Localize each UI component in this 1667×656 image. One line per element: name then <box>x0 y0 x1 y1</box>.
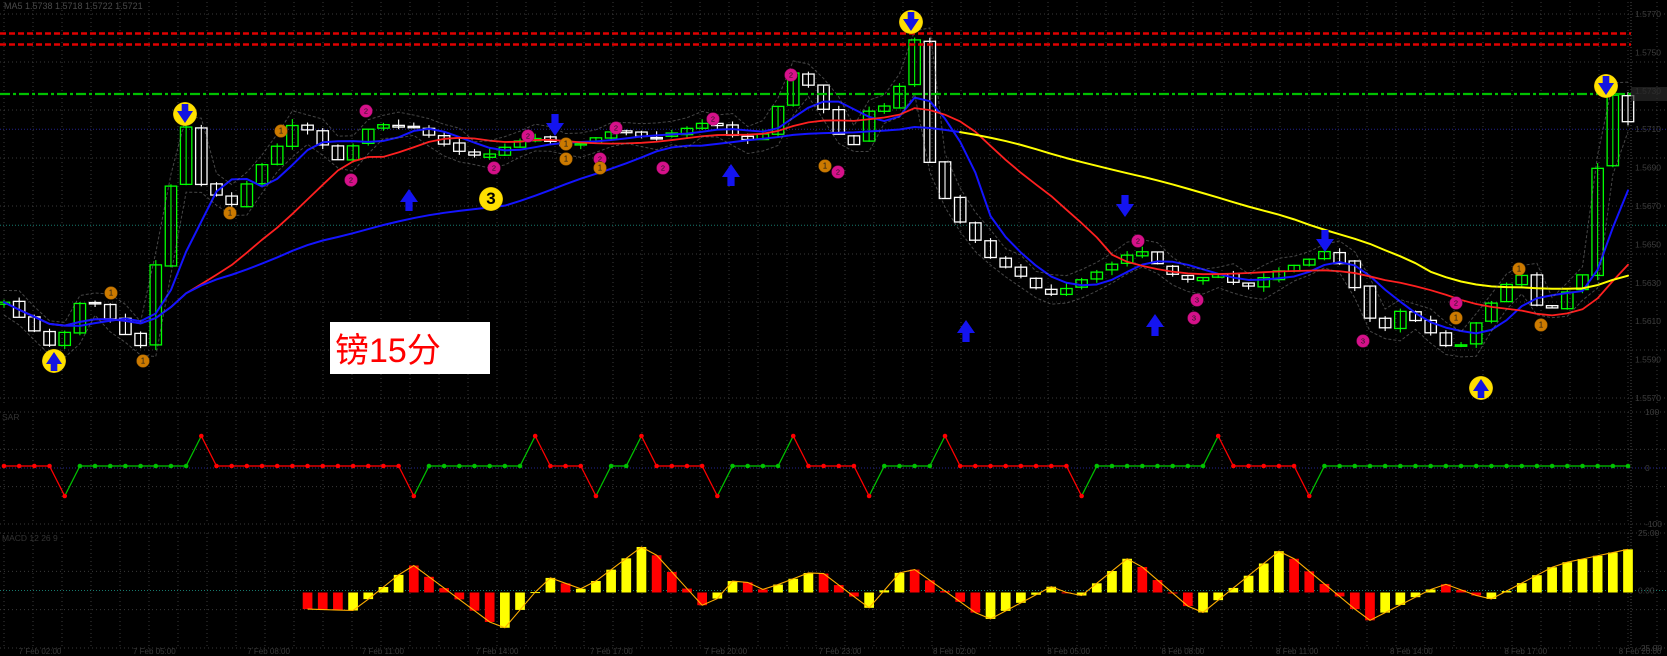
svg-text:8 Feb 11:00: 8 Feb 11:00 <box>1276 647 1319 656</box>
svg-text:8 Feb 05:00: 8 Feb 05:00 <box>1047 647 1090 656</box>
svg-text:2: 2 <box>836 168 840 177</box>
svg-text:2: 2 <box>614 124 618 133</box>
svg-text:25.00: 25.00 <box>1638 528 1660 538</box>
svg-text:1.5770: 1.5770 <box>1635 9 1661 19</box>
svg-text:2: 2 <box>1136 237 1140 246</box>
svg-text:1: 1 <box>228 209 233 218</box>
svg-text:7 Feb 08:00: 7 Feb 08:00 <box>247 647 290 656</box>
svg-text:1: 1 <box>109 289 114 298</box>
svg-text:3: 3 <box>1192 314 1196 323</box>
svg-text:7 Feb 17:00: 7 Feb 17:00 <box>590 647 633 656</box>
svg-text:1.5690: 1.5690 <box>1635 163 1661 173</box>
svg-text:1: 1 <box>564 140 569 149</box>
svg-text:1.5630: 1.5630 <box>1635 278 1661 288</box>
svg-text:0.00: 0.00 <box>1638 586 1655 596</box>
svg-text:8 Feb 17:00: 8 Feb 17:00 <box>1504 647 1547 656</box>
svg-text:8 Feb 20:00: 8 Feb 20:00 <box>1619 647 1662 656</box>
svg-text:7 Feb 20:00: 7 Feb 20:00 <box>704 647 747 656</box>
svg-text:1.5750: 1.5750 <box>1635 47 1661 57</box>
svg-text:2: 2 <box>711 115 715 124</box>
svg-text:1: 1 <box>564 155 569 164</box>
svg-text:2: 2 <box>349 176 353 185</box>
svg-text:8 Feb 02:00: 8 Feb 02:00 <box>933 647 976 656</box>
svg-text:1.5610: 1.5610 <box>1635 316 1661 326</box>
svg-text:3: 3 <box>1361 337 1365 346</box>
svg-text:2: 2 <box>492 164 496 173</box>
svg-text:100: 100 <box>1645 407 1659 417</box>
svg-text:2: 2 <box>526 132 530 141</box>
svg-text:7 Feb 11:00: 7 Feb 11:00 <box>362 647 405 656</box>
svg-text:1: 1 <box>279 127 284 136</box>
svg-text:1: 1 <box>1539 321 1544 330</box>
svg-text:2: 2 <box>364 107 368 116</box>
svg-text:MACD 12 26 9: MACD 12 26 9 <box>2 533 58 543</box>
svg-text:1: 1 <box>823 162 828 171</box>
svg-text:7 Feb 05:00: 7 Feb 05:00 <box>133 647 176 656</box>
svg-text:MA5 1.5738 1.5718 1.5722 1.572: MA5 1.5738 1.5718 1.5722 1.5721 <box>4 1 143 11</box>
svg-text:1.5590: 1.5590 <box>1635 355 1661 365</box>
svg-text:SAR: SAR <box>2 412 19 422</box>
svg-text:8 Feb 14:00: 8 Feb 14:00 <box>1390 647 1433 656</box>
svg-text:2: 2 <box>1454 299 1458 308</box>
svg-text:1.5670: 1.5670 <box>1635 201 1661 211</box>
svg-text:3: 3 <box>486 189 495 208</box>
svg-text:1: 1 <box>1454 314 1459 323</box>
svg-text:1: 1 <box>141 357 146 366</box>
svg-text:7 Feb 23:00: 7 Feb 23:00 <box>819 647 862 656</box>
svg-text:1: 1 <box>598 164 603 173</box>
svg-text:7 Feb 02:00: 7 Feb 02:00 <box>19 647 62 656</box>
svg-text:8 Feb 08:00: 8 Feb 08:00 <box>1162 647 1205 656</box>
svg-text:镑15分: 镑15分 <box>335 332 441 370</box>
svg-text:1.5710: 1.5710 <box>1635 124 1661 134</box>
svg-text:2: 2 <box>789 71 793 80</box>
svg-text:0: 0 <box>1645 463 1650 473</box>
svg-text:3: 3 <box>1195 296 1199 305</box>
svg-text:1.5570: 1.5570 <box>1635 393 1661 403</box>
svg-text:1.5650: 1.5650 <box>1635 239 1661 249</box>
svg-text:7 Feb 14:00: 7 Feb 14:00 <box>476 647 519 656</box>
svg-text:1: 1 <box>1517 265 1522 274</box>
svg-text:2: 2 <box>661 164 665 173</box>
